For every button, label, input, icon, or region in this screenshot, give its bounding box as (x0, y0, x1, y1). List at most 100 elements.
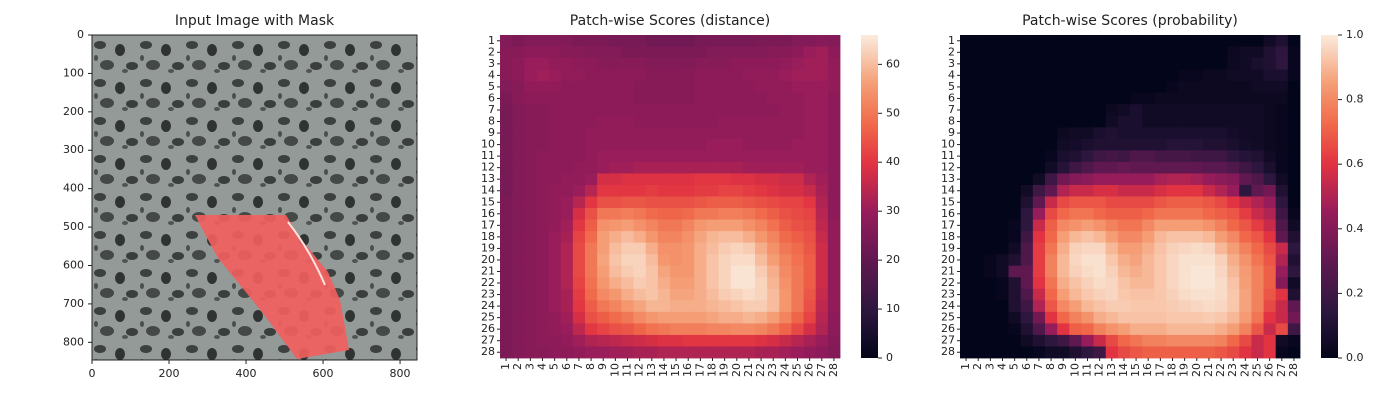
heatmap-cell (621, 69, 634, 82)
heatmap-cell (742, 81, 756, 94)
heatmap-cell (1275, 104, 1289, 117)
heatmap-cell (1190, 173, 1204, 186)
heatmap-cell (767, 184, 780, 197)
colorbar-tick-label: 0 (886, 351, 893, 364)
heatmap-cell (1263, 92, 1277, 105)
heatmap-cell (500, 196, 513, 209)
colorbar (1321, 35, 1338, 358)
heatmap-cell (1263, 69, 1277, 82)
heatmap-cell (645, 311, 659, 324)
heatmap-cell (572, 231, 586, 244)
heatmap-cell (972, 346, 985, 359)
heatmap-cell (1215, 104, 1228, 117)
heatmap-cell (609, 231, 622, 244)
heatmap-cell (1032, 231, 1046, 244)
heatmap-cell (1142, 173, 1155, 186)
heatmap-cell (536, 288, 549, 301)
heatmap-cell (791, 231, 804, 244)
heatmap-cell (524, 300, 537, 313)
heatmap-cell (1142, 311, 1155, 324)
heatmap-cell (718, 300, 732, 313)
x-tick-label: 24 (778, 363, 791, 377)
heatmap-cell (791, 127, 804, 140)
heatmap-cell (1020, 231, 1034, 244)
heatmap-cell (536, 46, 549, 59)
heatmap-cell (1251, 323, 1264, 336)
heatmap-cell (1130, 58, 1143, 71)
heatmap-cell (1178, 334, 1192, 347)
heatmap-cell (767, 334, 780, 347)
heatmap-cell (536, 311, 549, 324)
heatmap-cell (1142, 208, 1155, 220)
heatmap-cell (597, 58, 610, 71)
heatmap-cell (791, 196, 804, 209)
heatmap-cell (1275, 69, 1289, 82)
heatmap-cell (1275, 265, 1289, 278)
heatmap-cell (960, 58, 973, 71)
heatmap-cell (1287, 288, 1301, 301)
heatmap-cell (609, 58, 622, 71)
heatmap-cell (1190, 334, 1204, 347)
heatmap-cell (1093, 81, 1107, 94)
heatmap-cell (1093, 138, 1107, 151)
heatmap-cell (682, 323, 695, 336)
heatmap-cell (827, 277, 841, 290)
heatmap-cell (1032, 265, 1046, 278)
heatmap-cell (1275, 173, 1289, 186)
heatmap-cell (1105, 219, 1119, 232)
heatmap-cell (657, 288, 671, 301)
heatmap-cell (621, 346, 634, 359)
heatmap-cell (1045, 208, 1058, 220)
heatmap-cell (1202, 277, 1216, 290)
heatmap-cell (1142, 58, 1155, 71)
heatmap-cell (1093, 69, 1107, 82)
heatmap-cell (1275, 300, 1289, 313)
heatmap-cell (1020, 242, 1034, 255)
heatmap-cell (597, 300, 610, 313)
heatmap-cell (1275, 323, 1289, 336)
heatmap-cell (609, 92, 622, 105)
heatmap-cell (1117, 346, 1131, 359)
heatmap-cell (1287, 138, 1301, 151)
heatmap-cell (1057, 196, 1070, 209)
heatmap-cell (1057, 92, 1070, 105)
heatmap-cell (1105, 277, 1119, 290)
heatmap-cell (755, 127, 768, 140)
heatmap-cell (1093, 161, 1107, 174)
heatmap-cell (1190, 254, 1204, 267)
heatmap-cell (972, 58, 985, 71)
heatmap-cell (597, 115, 610, 128)
heatmap-cell (1263, 115, 1277, 128)
heatmap-cell (585, 265, 598, 278)
heatmap-cell (621, 150, 634, 163)
heatmap-cell (572, 219, 586, 232)
heatmap-cell (585, 115, 598, 128)
heatmap-cell (572, 311, 586, 324)
heatmap-cell (960, 277, 973, 290)
x-tick-label: 400 (236, 367, 257, 380)
heatmap-cell (1081, 334, 1094, 347)
heatmap-cell (815, 173, 829, 186)
heatmap-cell (621, 265, 634, 278)
heatmap-cell (524, 104, 537, 117)
heatmap-cell (718, 288, 732, 301)
heatmap-cell (524, 254, 537, 267)
heatmap-cell (1178, 173, 1192, 186)
heatmap-cell (1178, 150, 1192, 163)
heatmap-cell (827, 173, 841, 186)
heatmap-cell (815, 150, 829, 163)
heatmap-cell (597, 173, 610, 186)
y-tick-label: 28 (941, 345, 955, 358)
heatmap-cell (1215, 288, 1228, 301)
heatmap-cell (730, 127, 744, 140)
heatmap-cell (1251, 58, 1264, 71)
heatmap-cell (1190, 242, 1204, 255)
heatmap-cell (1202, 346, 1216, 359)
heatmap-cell (500, 288, 513, 301)
heatmap-cell (779, 150, 792, 163)
heatmap-cell (536, 92, 549, 105)
heatmap-cell (1239, 138, 1252, 151)
heatmap-cell (1081, 300, 1094, 313)
heatmap-cell (706, 288, 719, 301)
heatmap-cell (1263, 277, 1277, 290)
